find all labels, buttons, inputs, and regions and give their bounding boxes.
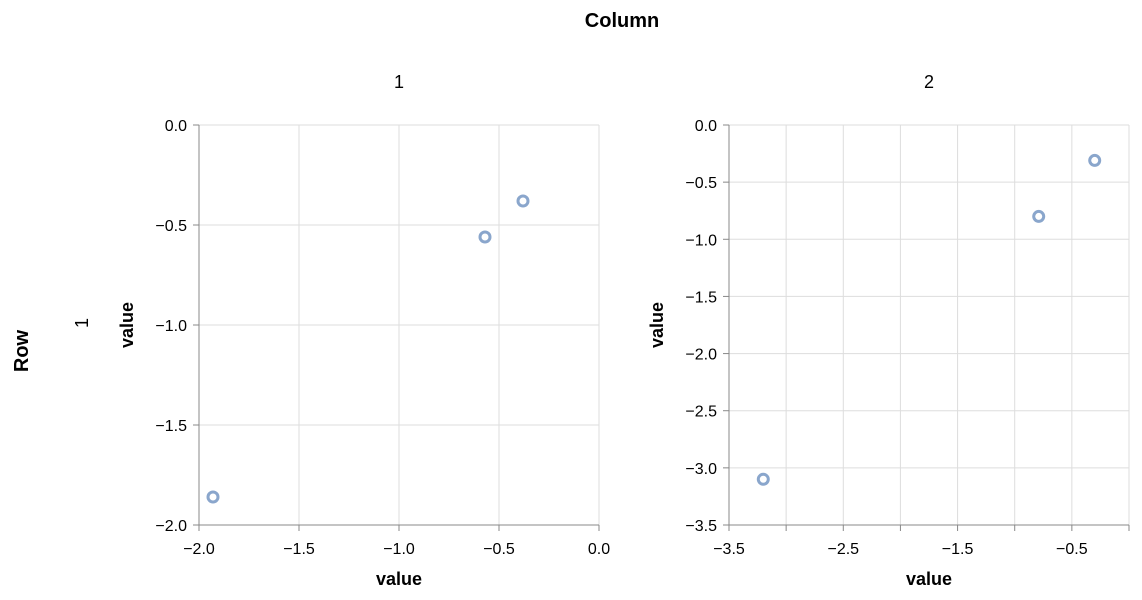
y-tick-label: −1.5 xyxy=(685,289,717,306)
x-tick-label: −0.5 xyxy=(483,541,515,558)
x-tick-label: −0.5 xyxy=(1056,541,1088,558)
y-tick-label: −1.5 xyxy=(155,418,187,435)
facet-panels: −2.0 −1.5 −1.0 −0.5 0.0 0.0 −0.5 −1.0 −1.5 −2.0 va… xyxy=(117,72,1130,589)
y-tick-label: −2.0 xyxy=(155,518,187,535)
y-axis-title: value xyxy=(117,302,137,348)
data-point xyxy=(1088,153,1102,167)
x-tick-label: −3.5 xyxy=(713,541,745,558)
y-tick-label: −3.0 xyxy=(685,461,717,478)
facet-title: 1 xyxy=(394,72,404,92)
x-tick-label: −2.0 xyxy=(183,541,215,558)
data-point xyxy=(478,230,492,244)
y-tick-label: −2.0 xyxy=(685,347,717,364)
data-point xyxy=(206,490,220,504)
y-tick-label: 0.0 xyxy=(695,118,717,135)
x-tick-label: −1.0 xyxy=(383,541,415,558)
y-tick-label: −1.0 xyxy=(685,232,717,249)
data-point xyxy=(756,472,770,486)
row-header-title: Row xyxy=(11,329,33,372)
y-tick-label: −0.5 xyxy=(685,175,717,192)
y-tick-label: 0.0 xyxy=(165,118,187,135)
y-tick-label: −3.5 xyxy=(685,518,717,535)
facet-title: 2 xyxy=(924,72,934,92)
data-point xyxy=(1032,209,1046,223)
column-header-title: Column xyxy=(585,10,659,32)
row-facet-label: 1 xyxy=(72,318,92,328)
x-tick-label: −1.5 xyxy=(283,541,315,558)
x-axis-title: value xyxy=(906,569,952,589)
x-tick-label: −2.5 xyxy=(827,541,859,558)
data-point xyxy=(516,194,530,208)
x-tick-label: −1.5 xyxy=(942,541,974,558)
x-tick-label: 0.0 xyxy=(588,541,610,558)
facet-panel-1: −2.0 −1.5 −1.0 −0.5 0.0 0.0 −0.5 −1.0 −1.5 −2.0 va… xyxy=(117,72,610,589)
y-tick-label: −2.5 xyxy=(685,404,717,421)
x-axis-title: value xyxy=(376,569,422,589)
y-tick-label: −1.0 xyxy=(155,318,187,335)
y-tick-label: −0.5 xyxy=(155,218,187,235)
facet-panel-2: −3.5 −2.5 −1.5 −0.5 0.0 −0.5 −1.0 −1.5 −2.0 −2.5 −… xyxy=(647,72,1130,589)
y-axis-title: value xyxy=(647,302,667,348)
